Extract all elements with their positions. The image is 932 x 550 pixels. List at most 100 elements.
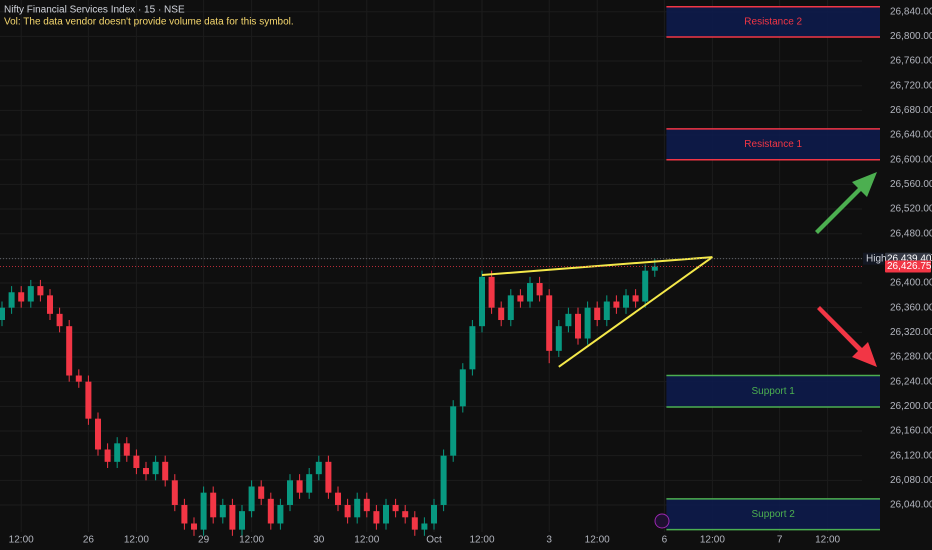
candle-body bbox=[575, 313, 581, 339]
candle-body bbox=[392, 504, 399, 512]
x-tick-label: 6 bbox=[662, 535, 668, 546]
candle-body bbox=[315, 461, 322, 475]
zone-label: Support 2 bbox=[752, 509, 796, 520]
candle-body bbox=[354, 498, 361, 518]
y-tick-label: 26,840.00 bbox=[890, 6, 932, 17]
candle-body bbox=[623, 295, 629, 308]
x-tick-label: 12:00 bbox=[469, 535, 494, 546]
candle-body bbox=[8, 292, 15, 308]
y-tick-label: 26,640.00 bbox=[890, 130, 932, 141]
candle-body bbox=[267, 498, 274, 524]
candle-body bbox=[133, 455, 140, 468]
candle-body bbox=[47, 295, 53, 314]
zone-label: Resistance 2 bbox=[744, 17, 802, 28]
candle-body bbox=[450, 406, 457, 456]
x-tick-label: 12:00 bbox=[354, 535, 379, 546]
candle-body bbox=[479, 276, 485, 327]
price-badge bbox=[885, 260, 931, 273]
candle-body bbox=[162, 461, 169, 481]
candle-body bbox=[229, 504, 236, 530]
candle-body bbox=[373, 511, 380, 524]
candle-body bbox=[171, 480, 178, 505]
candle-body bbox=[459, 369, 466, 407]
candle-body bbox=[335, 492, 341, 505]
candle-body bbox=[181, 504, 188, 524]
candle-body bbox=[95, 418, 101, 450]
candle-body bbox=[143, 467, 149, 475]
candle-body bbox=[517, 295, 524, 302]
zone bbox=[666, 375, 880, 407]
candle-body bbox=[27, 286, 34, 302]
event-icon[interactable] bbox=[654, 513, 670, 529]
y-tick-label: 26,800.00 bbox=[890, 31, 932, 42]
y-tick-label: 26,040.00 bbox=[890, 500, 932, 511]
candle-body bbox=[344, 504, 351, 518]
candle-body bbox=[18, 292, 25, 302]
candle-body bbox=[75, 375, 82, 382]
x-tick-label: 12:00 bbox=[700, 535, 725, 546]
candle-body bbox=[651, 266, 658, 271]
price-badge-name-bg bbox=[863, 252, 884, 265]
y-tick-label: 26,720.00 bbox=[890, 80, 932, 91]
candle-body bbox=[632, 295, 639, 302]
candle-body bbox=[584, 307, 591, 339]
y-tick-label: 26,360.00 bbox=[890, 302, 932, 313]
y-tick-label: 26,080.00 bbox=[890, 475, 932, 486]
x-tick-label: 26 bbox=[83, 535, 95, 546]
candle-body bbox=[210, 492, 217, 518]
zone bbox=[666, 6, 880, 37]
x-tick-label: 12:00 bbox=[585, 535, 610, 546]
x-tick-label: 12:00 bbox=[815, 535, 840, 546]
candle-body bbox=[498, 307, 505, 321]
x-tick-label: 12:00 bbox=[239, 535, 264, 546]
candle-body bbox=[191, 523, 197, 530]
x-tick-label: Oct bbox=[426, 535, 442, 546]
price-badge-name: High bbox=[866, 253, 887, 264]
candle-body bbox=[411, 517, 418, 530]
up-arrow bbox=[815, 172, 877, 234]
candle-body bbox=[152, 461, 159, 475]
candle-body bbox=[200, 492, 207, 530]
candle-body bbox=[546, 295, 553, 351]
candle-body bbox=[613, 301, 620, 308]
candle-body bbox=[642, 270, 649, 302]
chart-subtitle: Vol: The data vendor doesn't provide vol… bbox=[4, 17, 294, 28]
zone-label: Support 1 bbox=[752, 386, 796, 397]
candle-body bbox=[239, 511, 245, 530]
candle-body bbox=[565, 313, 572, 327]
candle-body bbox=[85, 381, 92, 419]
candle-body bbox=[287, 480, 293, 505]
candle-body bbox=[248, 486, 255, 512]
candle-body bbox=[440, 455, 447, 505]
candle-body bbox=[431, 504, 437, 524]
down-arrow bbox=[817, 306, 877, 367]
candle-body bbox=[114, 443, 121, 462]
candle-body bbox=[104, 449, 111, 462]
candle-body bbox=[507, 295, 514, 321]
x-tick-label: 29 bbox=[198, 535, 210, 546]
candle-body bbox=[0, 307, 5, 321]
candle-body bbox=[536, 283, 543, 296]
x-tick-label: 7 bbox=[777, 535, 783, 546]
x-tick-label: 3 bbox=[546, 535, 552, 546]
candle-body bbox=[258, 486, 265, 499]
y-tick-label: 26,200.00 bbox=[890, 401, 932, 412]
x-tick-label: 12:00 bbox=[124, 535, 149, 546]
y-tick-label: 26,240.00 bbox=[890, 376, 932, 387]
x-tick-label: 12:00 bbox=[9, 535, 34, 546]
candle-body bbox=[469, 326, 476, 370]
y-tick-label: 26,760.00 bbox=[890, 56, 932, 67]
chart-title: Nifty Financial Services Index · 15 · NS… bbox=[4, 5, 185, 16]
candle-body bbox=[383, 504, 389, 524]
candle-body bbox=[296, 480, 303, 493]
candle-body bbox=[123, 443, 130, 456]
y-tick-label: 26,160.00 bbox=[890, 426, 932, 437]
y-tick-label: 26,600.00 bbox=[890, 154, 932, 165]
zone-label: Resistance 1 bbox=[744, 139, 802, 150]
y-tick-label: 26,680.00 bbox=[890, 105, 932, 116]
y-tick-label: 26,120.00 bbox=[890, 450, 932, 461]
candle-body bbox=[488, 276, 495, 308]
candle-body bbox=[66, 326, 73, 376]
